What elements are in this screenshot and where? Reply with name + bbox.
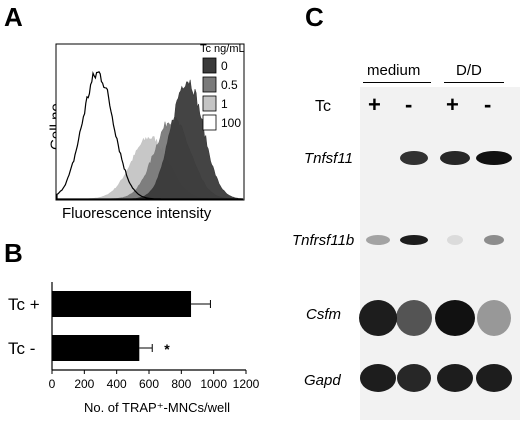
bar-tc-minus — [52, 335, 140, 361]
gene-label-gapd: Gapd — [304, 372, 341, 389]
band-row1-lane1 — [400, 235, 428, 245]
band-row0-lane3 — [476, 151, 512, 165]
x-tick-label-0: 0 — [49, 377, 56, 391]
lane-4-sign: - — [484, 92, 492, 117]
bar-tc-plus — [52, 291, 192, 317]
band-row2-lane0 — [359, 300, 397, 336]
histogram-series-100 — [56, 70, 243, 200]
x-tick-label-200: 200 — [74, 377, 94, 391]
band-row0-lane2 — [440, 151, 470, 165]
legend-swatch-0 — [202, 57, 217, 74]
legend-swatch-0.5 — [202, 76, 217, 93]
legend-label-100: 100 — [221, 116, 241, 130]
band-row1-lane3 — [484, 235, 504, 245]
significance-star: * — [164, 341, 170, 357]
band-row1-lane2 — [447, 235, 463, 245]
tc-row-label: Tc — [315, 98, 331, 115]
bar-category-label-1: Tc - — [8, 339, 35, 358]
gene-label-tnfsf11: Tnfsf11 — [304, 150, 353, 167]
x-tick-label-600: 600 — [139, 377, 159, 391]
group-underline-medium — [363, 82, 431, 83]
group-label-medium: medium — [367, 62, 421, 79]
group-label-dd: D/D — [456, 62, 482, 79]
panel-c-letter: C — [305, 2, 324, 32]
band-row3-lane3 — [476, 364, 512, 392]
histogram-curves — [56, 70, 244, 200]
x-tick-label-1000: 1000 — [200, 377, 227, 391]
lane-1-sign: + — [368, 92, 381, 117]
legend-label-0: 0 — [221, 59, 228, 73]
x-tick-label-1200: 1200 — [233, 377, 260, 391]
band-row2-lane3 — [477, 300, 511, 336]
band-row1-lane0 — [366, 235, 390, 245]
blot-bands — [359, 151, 512, 392]
gene-label-tnfrsf11b: Tnfrsf11b — [292, 232, 355, 249]
group-underline-dd — [444, 82, 504, 83]
band-row3-lane2 — [437, 364, 473, 392]
band-row2-lane2 — [435, 300, 475, 336]
lane-2-sign: - — [405, 92, 413, 117]
legend-label-0.5: 0.5 — [221, 78, 238, 92]
band-row3-lane0 — [360, 364, 396, 392]
legend-title: Tc ng/mL — [200, 43, 245, 55]
x-tick-label-800: 800 — [171, 377, 191, 391]
legend-label-1: 1 — [221, 97, 228, 111]
band-row3-lane1 — [397, 364, 431, 392]
panel-a-letter: A — [4, 2, 23, 32]
panel-b-letter: B — [4, 238, 23, 268]
legend-swatch-1 — [202, 95, 217, 112]
gene-label-csfm: Csfm — [306, 306, 341, 323]
legend-swatch-100 — [202, 114, 217, 131]
bar-category-label-0: Tc + — [8, 295, 40, 314]
histogram-x-axis-label: Fluorescence intensity — [62, 205, 212, 222]
lane-3-sign: + — [446, 92, 459, 117]
band-row2-lane1 — [396, 300, 432, 336]
band-row0-lane1 — [400, 151, 428, 165]
histogram-legend: 0 0.5 1 100 — [202, 57, 241, 131]
x-tick-label-400: 400 — [107, 377, 127, 391]
bar-x-axis-label: No. of TRAP⁺-MNCs/well — [84, 400, 230, 415]
